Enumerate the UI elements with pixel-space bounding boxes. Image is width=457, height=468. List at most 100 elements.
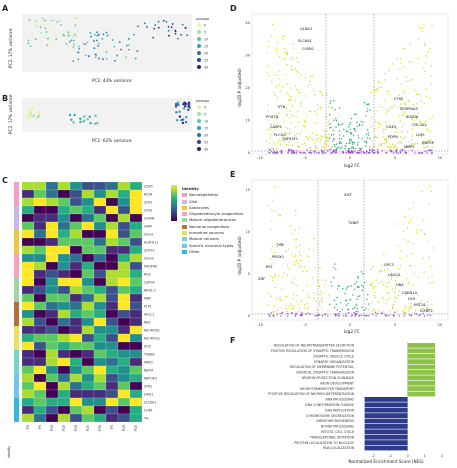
pca-point [34, 21, 37, 24]
gene-label: RBFOX3 [144, 377, 157, 381]
volcano-point [410, 314, 413, 317]
volcano-point [306, 116, 308, 118]
volcano-point [295, 210, 297, 212]
volcano-point [289, 303, 292, 305]
heatmap-cell [129, 397, 143, 407]
heatmap-cell [81, 181, 95, 191]
volcano-point [335, 120, 338, 122]
heatmap-cell [57, 245, 71, 255]
nes-bar [407, 348, 436, 354]
volcano-point [413, 272, 415, 275]
volcano-point [311, 75, 313, 78]
volcano-point [278, 139, 280, 141]
heatmap-cell [69, 181, 83, 191]
pca-point [38, 112, 41, 115]
volcano-point [281, 311, 284, 314]
volcano-point [345, 152, 347, 154]
volcano-point [372, 265, 374, 268]
volcano-point [338, 107, 341, 109]
volcano-point [291, 312, 294, 314]
volcano-point [362, 286, 364, 288]
volcano-point [403, 66, 405, 68]
heatmap-cell [33, 365, 47, 375]
heatmap-cell [21, 349, 35, 359]
volcano-point [335, 268, 337, 270]
volcano-point [297, 110, 299, 113]
heatmap-cell [57, 189, 71, 199]
volcano-point [429, 314, 432, 316]
legend-label: 30 [204, 147, 208, 151]
volcano-point [296, 57, 298, 59]
nes-pathway-label: SYNAPSE ORGANIZATION [314, 360, 355, 364]
volcano-point [319, 140, 321, 142]
volcano-point [284, 51, 286, 53]
volcano-point [423, 121, 425, 124]
volcano-gene-label: RPL [266, 265, 273, 269]
heatmap-cell [69, 333, 83, 343]
legend-swatch [197, 23, 201, 27]
volcano-point [392, 146, 395, 148]
heatmap-cell [117, 341, 131, 351]
volcano-point [376, 110, 378, 112]
volcano-point [347, 303, 349, 305]
volcano-point [335, 148, 337, 151]
volcano-point [290, 68, 292, 71]
volcano-point [292, 152, 295, 154]
volcano-point [267, 65, 270, 67]
volcano-point [290, 99, 292, 102]
volcano-point [294, 254, 297, 256]
volcano-point [349, 139, 351, 142]
volcano-point [320, 149, 322, 151]
pca-point [180, 34, 182, 36]
heatmap-cell [117, 333, 131, 343]
nes-bar [364, 407, 408, 413]
volcano-point [337, 313, 340, 315]
volcano-point [376, 151, 379, 153]
volcano-point [304, 144, 307, 147]
nes-pathway-label: DNA REPLICATION [325, 408, 354, 412]
volcano-point [341, 151, 343, 153]
nes-pathway-label: REGULATION OF NEUROTRANSMITTER SECRETION [274, 344, 355, 348]
heatmap-cell [69, 357, 83, 367]
heatmap-cell [57, 349, 71, 359]
identity-legend-swatch [182, 237, 187, 242]
pca-plot-b: PC2: 17% variance PC1: 62% variance pass… [8, 94, 209, 151]
volcano-point [309, 110, 312, 113]
volcano-point [357, 144, 359, 146]
volcano-point [345, 304, 347, 306]
volcano-point [336, 143, 338, 145]
heatmap-cell [93, 261, 107, 271]
heatmap-cell [105, 285, 119, 295]
volcano-point [268, 40, 270, 43]
volcano-gene-label: LUM [416, 133, 424, 137]
volcano-point [410, 307, 412, 309]
gene-label: NEUROG2 [144, 337, 160, 341]
volcano-point [315, 139, 317, 141]
volcano-point [370, 91, 372, 93]
pca-point [177, 37, 179, 40]
volcano-point [288, 268, 290, 270]
volcano-point [345, 142, 348, 145]
pca-point [68, 35, 70, 37]
volcano-point [279, 143, 282, 145]
volcano-point [288, 305, 290, 307]
volcano-point [306, 149, 308, 151]
volcano-point [309, 151, 311, 154]
heatmap-cell [45, 181, 59, 191]
volcano-point [267, 104, 269, 106]
heatmap-cell [57, 285, 71, 295]
volcano-point [388, 282, 390, 284]
volcano-point [429, 118, 431, 120]
legend-label: 30 [204, 65, 208, 69]
volcano-point [420, 152, 422, 154]
nes-pathway-label: AXON DEVELOPMENT [320, 381, 354, 385]
pca-point [49, 39, 52, 42]
identity-swatch [14, 326, 19, 334]
volcano-point [378, 126, 380, 128]
pca-point [89, 121, 92, 125]
volcano-point [350, 285, 352, 287]
volcano-point [338, 124, 340, 126]
volcano-point [273, 305, 276, 307]
volcano-point [403, 311, 405, 313]
volcano-point [405, 103, 407, 106]
